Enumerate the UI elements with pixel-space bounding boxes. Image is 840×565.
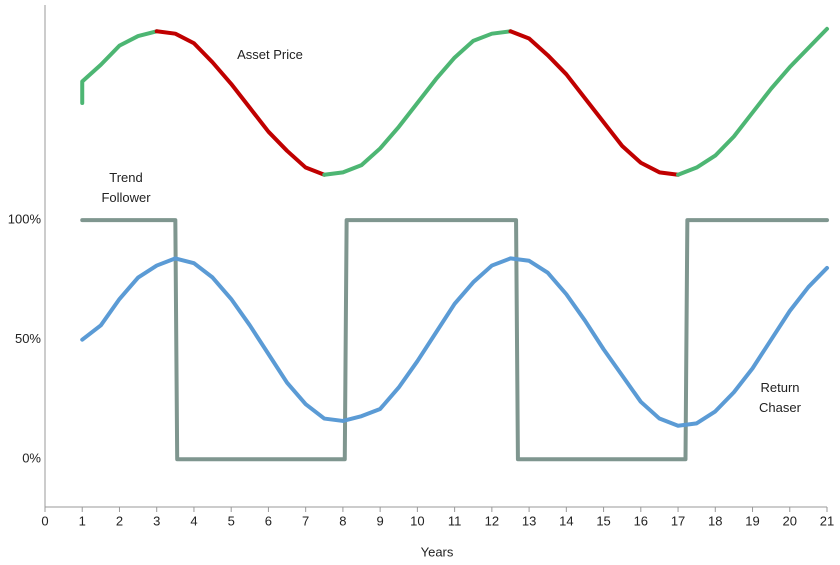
- x-tick-label: 8: [339, 513, 346, 528]
- x-axis-title: Years: [421, 544, 454, 559]
- x-tick-label: 12: [485, 513, 499, 528]
- x-tick-label: 10: [410, 513, 424, 528]
- x-tick-label: 20: [783, 513, 797, 528]
- x-tick-label: 19: [745, 513, 759, 528]
- return-chaser-label: Return Chaser: [759, 380, 801, 415]
- price-line: [676, 26, 829, 177]
- x-tick-label: 5: [228, 513, 235, 528]
- y-tick-label: 50%: [15, 331, 41, 346]
- y-tick-label: 100%: [8, 212, 42, 227]
- x-tick-label: 1: [79, 513, 86, 528]
- asset-price-label: Asset Price: [237, 47, 303, 62]
- trend-follower-label: Trend Follower: [101, 170, 151, 205]
- price-line: [154, 29, 327, 177]
- x-tick-label: 2: [116, 513, 123, 528]
- x-tick-label: 11: [448, 513, 462, 528]
- x-tick-label: 0: [41, 513, 48, 528]
- x-tick-label: 3: [153, 513, 160, 528]
- price-line: [80, 29, 159, 106]
- x-tick-label: 4: [190, 513, 197, 528]
- x-tick-label: 14: [559, 513, 573, 528]
- series-line: [80, 256, 829, 428]
- x-tick-label: 6: [265, 513, 272, 528]
- x-tick-label: 16: [634, 513, 648, 528]
- series-line: [80, 218, 829, 462]
- price-line: [508, 29, 681, 177]
- x-tick-label: 15: [596, 513, 610, 528]
- x-tick-label: 13: [522, 513, 536, 528]
- x-tick-label: 18: [708, 513, 722, 528]
- y-tick-label: 0%: [22, 451, 41, 466]
- price-line: [322, 29, 513, 177]
- x-tick-label: 17: [671, 513, 685, 528]
- x-tick-label: 7: [302, 513, 309, 528]
- x-tick-label: 21: [820, 513, 834, 528]
- x-tick-label: 9: [377, 513, 384, 528]
